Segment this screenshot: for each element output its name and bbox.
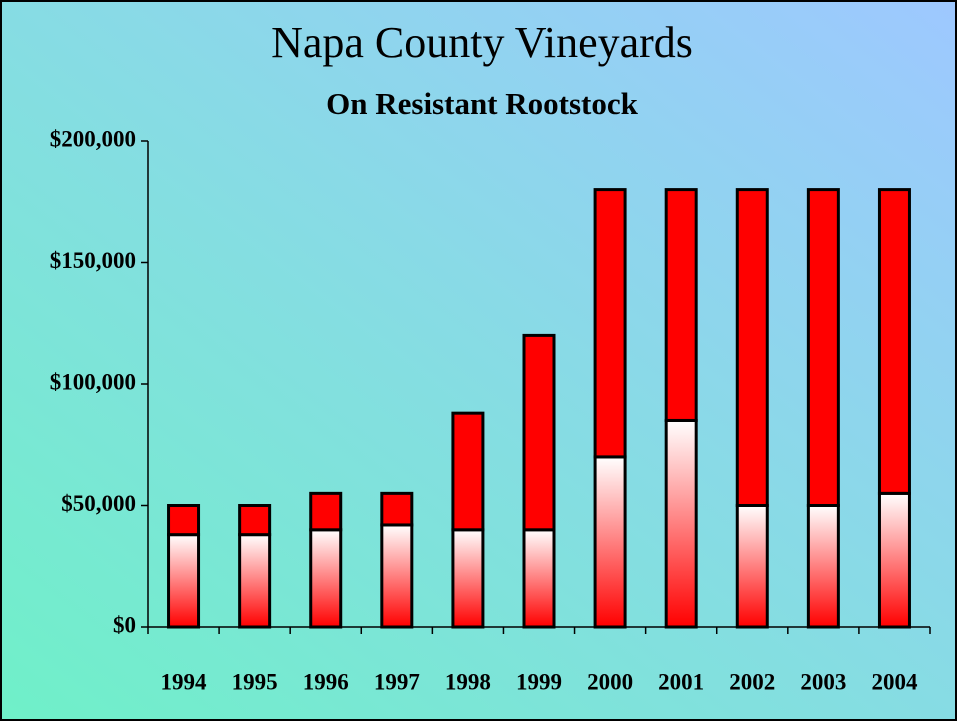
- x-tick-label: 1994: [161, 669, 208, 694]
- bar-segment: [877, 188, 911, 495]
- y-tick-label: $200,000: [50, 126, 136, 151]
- x-tick-label: 1998: [445, 669, 491, 694]
- bar-segment: [167, 504, 201, 537]
- bar-segment: [664, 188, 698, 422]
- y-tick-label: $50,000: [61, 491, 136, 516]
- bar-segment: [309, 491, 343, 532]
- bar-segment: [593, 455, 627, 629]
- y-tick-label: $0: [113, 612, 136, 637]
- x-tick-label: 1997: [374, 669, 420, 694]
- bar-segment: [806, 504, 840, 629]
- bar-segment: [238, 504, 272, 537]
- y-tick-label: $150,000: [50, 248, 136, 273]
- x-tick-label: 2003: [800, 669, 846, 694]
- bar-segment: [593, 188, 627, 459]
- x-tick-label: 1996: [303, 669, 349, 694]
- x-tick-label: 2001: [658, 669, 704, 694]
- bar-segment: [877, 491, 911, 629]
- bar-segment: [380, 523, 414, 629]
- bar-segment: [664, 418, 698, 629]
- chart-title: Napa County Vineyards: [271, 18, 693, 67]
- x-tick-label: 2004: [871, 669, 918, 694]
- bar-segment: [309, 528, 343, 629]
- chart-subtitle: On Resistant Rootstock: [326, 86, 638, 121]
- bar-segment: [238, 533, 272, 629]
- bar-segment: [167, 533, 201, 629]
- bar-segment: [735, 504, 769, 629]
- bar-segment: [522, 528, 556, 629]
- bar-segment: [522, 333, 556, 532]
- x-tick-label: 2002: [729, 669, 775, 694]
- bar-segment: [451, 528, 485, 629]
- bar-segment: [380, 491, 414, 527]
- x-tick-label: 1995: [232, 669, 278, 694]
- x-tick-label: 1999: [516, 669, 562, 694]
- x-tick-label: 2000: [587, 669, 633, 694]
- bar-segment: [806, 188, 840, 507]
- bar-segment: [451, 411, 485, 532]
- y-tick-label: $100,000: [50, 369, 136, 394]
- bar-segment: [735, 188, 769, 507]
